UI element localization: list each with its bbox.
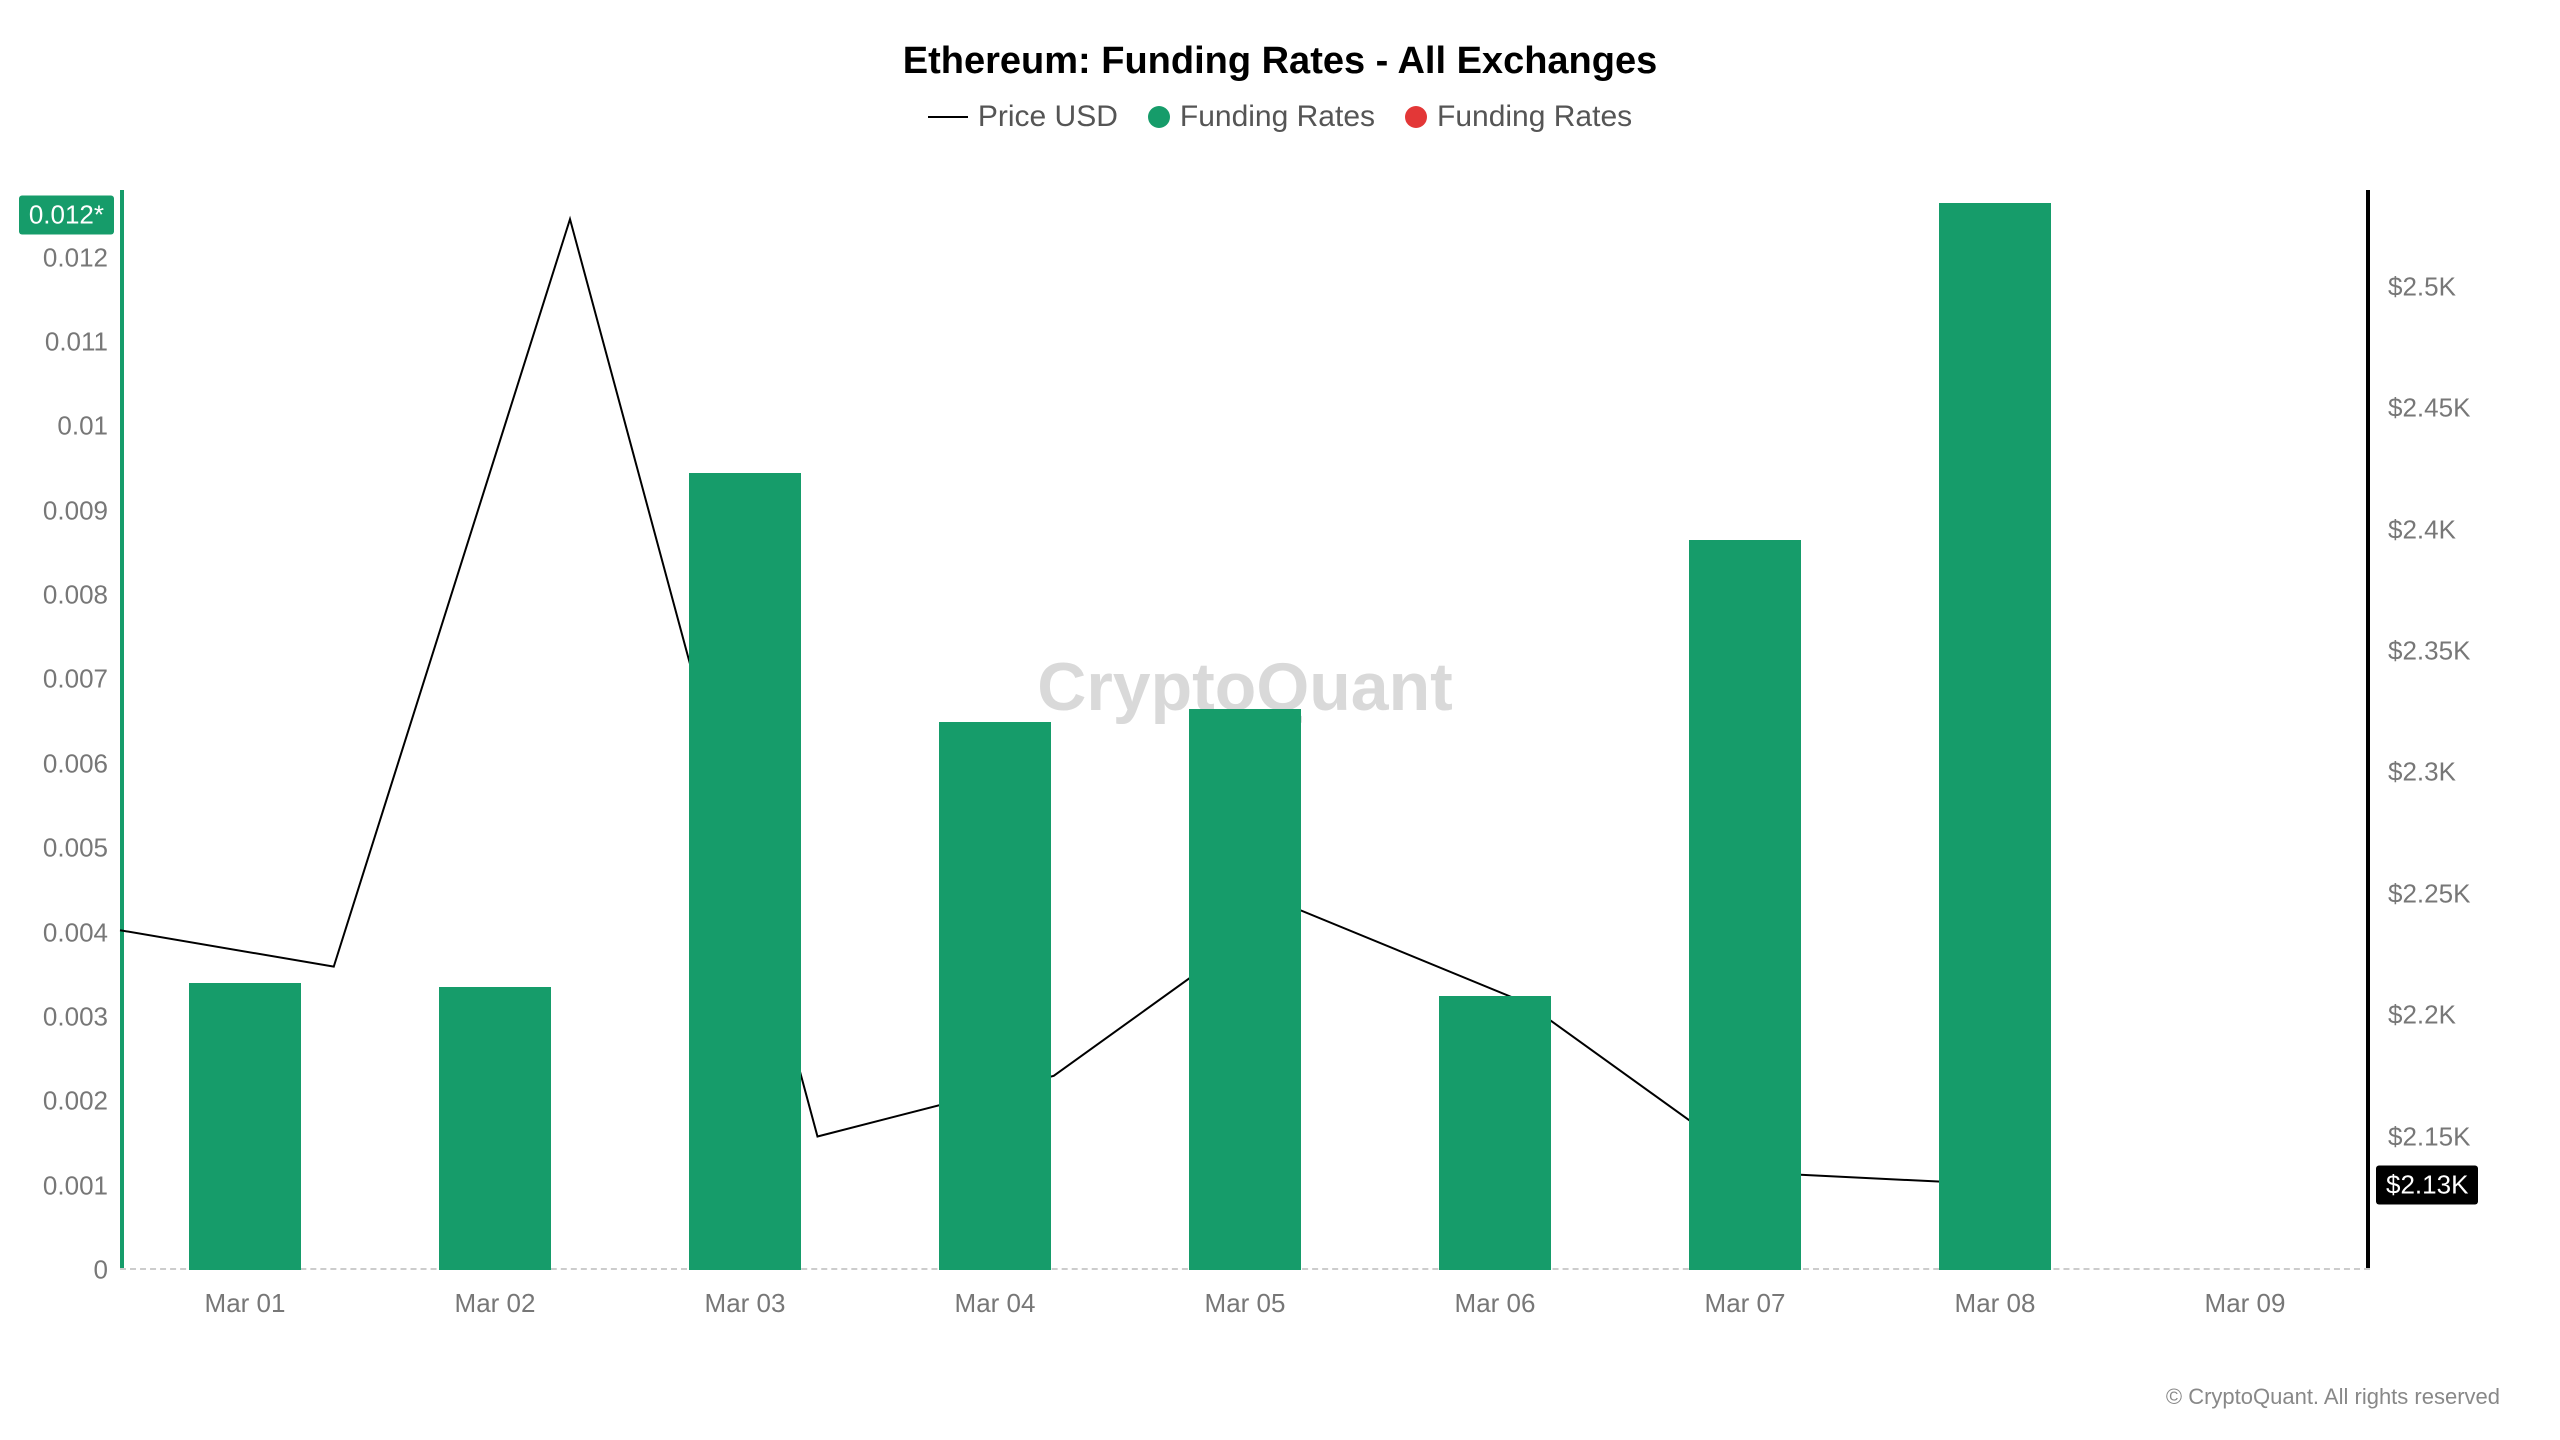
funding-rate-bar [939,722,1052,1270]
y-tick-left: 0.002 [43,1086,120,1117]
y-tick-right: $2.35K [2370,636,2470,667]
y-tick-left: 0.011 [45,326,120,357]
legend-label: Funding Rates [1180,100,1375,134]
funding-rate-bar [1939,203,2052,1270]
x-tick: Mar 02 [455,1270,536,1319]
y-tick-left: 0.01 [57,411,120,442]
x-tick: Mar 04 [955,1270,1036,1319]
funding-rate-bar [689,473,802,1270]
chart-legend: Price USD Funding Rates Funding Rates [0,100,2560,134]
x-tick: Mar 03 [705,1270,786,1319]
copyright-text: © CryptoQuant. All rights reserved [2166,1384,2500,1410]
y-tick-right: $2.2K [2370,1000,2456,1031]
legend-dot-icon [1405,106,1427,128]
y-tick-right: $2.4K [2370,514,2456,545]
y-tick-left: 0.003 [43,1001,120,1032]
y-tick-left: 0.007 [43,664,120,695]
plot-area: CryptoQuant 00.0010.0020.0030.0040.0050.… [120,190,2370,1270]
x-tick: Mar 05 [1205,1270,1286,1319]
funding-rate-bar [189,983,302,1270]
y-tick-left: 0.012 [43,242,120,273]
y-tick-left: 0.008 [43,580,120,611]
x-tick: Mar 08 [1955,1270,2036,1319]
legend-item: Funding Rates [1405,100,1632,134]
x-tick: Mar 06 [1455,1270,1536,1319]
funding-rate-bar [1689,540,1802,1270]
left-axis-badge: 0.012* [19,196,114,235]
y-tick-left: 0 [94,1255,120,1286]
y-tick-right: $2.15K [2370,1121,2470,1152]
chart-title: Ethereum: Funding Rates - All Exchanges [0,40,2560,83]
legend-dot-icon [1148,106,1170,128]
right-axis-badge: $2.13K [2376,1166,2478,1205]
y-tick-left: 0.006 [43,748,120,779]
legend-line-icon [928,116,968,118]
y-tick-left: 0.004 [43,917,120,948]
x-tick: Mar 01 [205,1270,286,1319]
y-tick-right: $2.3K [2370,757,2456,788]
funding-rate-bar [1189,709,1302,1270]
y-tick-right: $2.45K [2370,393,2470,424]
legend-label: Price USD [978,100,1118,134]
y-tick-left: 0.001 [43,1170,120,1201]
funding-rate-bar [439,987,552,1270]
chart-container: Ethereum: Funding Rates - All Exchanges … [0,0,2560,1440]
x-tick: Mar 09 [2205,1270,2286,1319]
legend-label: Funding Rates [1437,100,1632,134]
y-tick-left: 0.009 [43,495,120,526]
legend-item: Price USD [928,100,1118,134]
y-tick-left: 0.005 [43,833,120,864]
legend-item: Funding Rates [1148,100,1375,134]
y-tick-right: $2.25K [2370,878,2470,909]
funding-rate-bar [1439,996,1552,1270]
y-tick-right: $2.5K [2370,272,2456,303]
x-tick: Mar 07 [1705,1270,1786,1319]
